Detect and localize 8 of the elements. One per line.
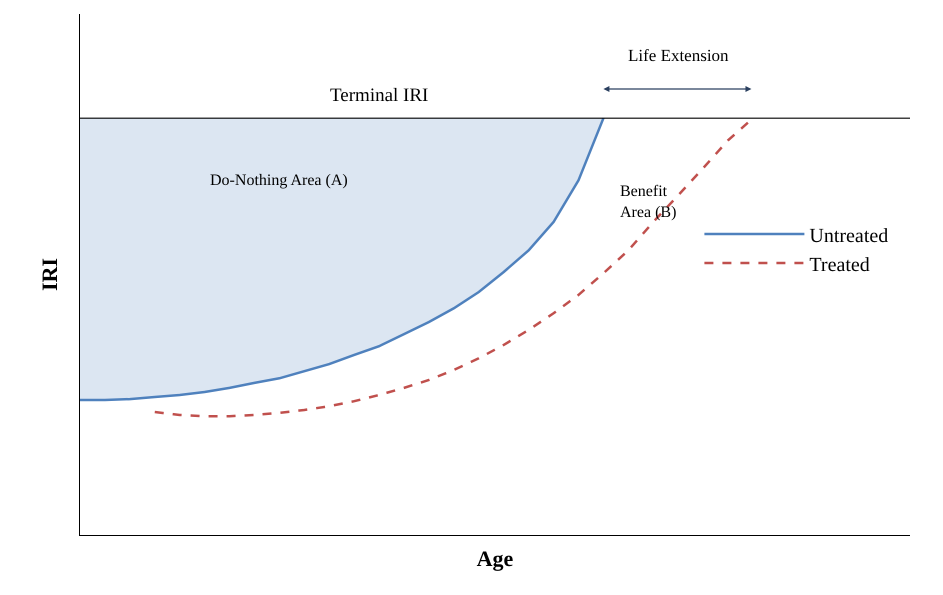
annotation: Benefit Area (B) [620,183,676,221]
legend-label: Untreated [809,224,888,247]
y-axis-title: IRI [36,258,62,292]
annotation: Do-Nothing Area (A) [210,172,348,189]
ref-line-label: Terminal IRI [330,85,428,106]
legend-label: Treated [809,254,870,276]
text: Life Extension [628,46,730,65]
x-axis-title: Age [476,546,514,571]
